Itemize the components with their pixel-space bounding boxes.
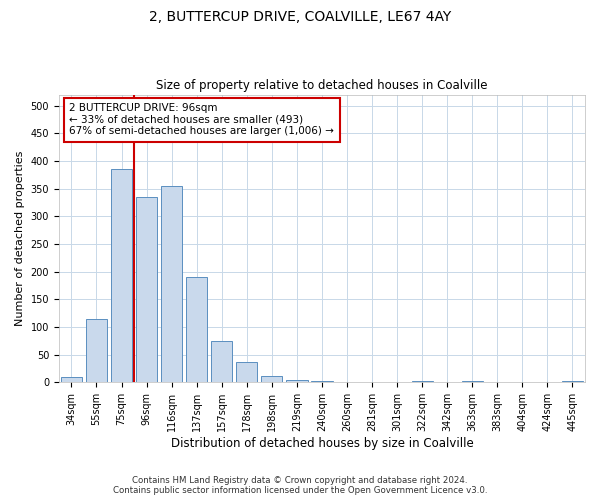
Bar xyxy=(161,186,182,382)
Bar xyxy=(86,318,107,382)
Bar xyxy=(211,341,232,382)
Bar xyxy=(311,380,332,382)
Y-axis label: Number of detached properties: Number of detached properties xyxy=(15,151,25,326)
Bar xyxy=(186,277,208,382)
Title: Size of property relative to detached houses in Coalville: Size of property relative to detached ho… xyxy=(156,79,488,92)
Bar xyxy=(412,380,433,382)
Bar xyxy=(236,362,257,382)
Text: Contains HM Land Registry data © Crown copyright and database right 2024.
Contai: Contains HM Land Registry data © Crown c… xyxy=(113,476,487,495)
Text: 2 BUTTERCUP DRIVE: 96sqm
← 33% of detached houses are smaller (493)
67% of semi-: 2 BUTTERCUP DRIVE: 96sqm ← 33% of detach… xyxy=(70,103,334,136)
Bar xyxy=(286,380,308,382)
Bar xyxy=(61,377,82,382)
Bar xyxy=(136,197,157,382)
Bar xyxy=(562,381,583,382)
Text: 2, BUTTERCUP DRIVE, COALVILLE, LE67 4AY: 2, BUTTERCUP DRIVE, COALVILLE, LE67 4AY xyxy=(149,10,451,24)
X-axis label: Distribution of detached houses by size in Coalville: Distribution of detached houses by size … xyxy=(170,437,473,450)
Bar xyxy=(461,381,483,382)
Bar xyxy=(261,376,283,382)
Bar xyxy=(111,170,132,382)
